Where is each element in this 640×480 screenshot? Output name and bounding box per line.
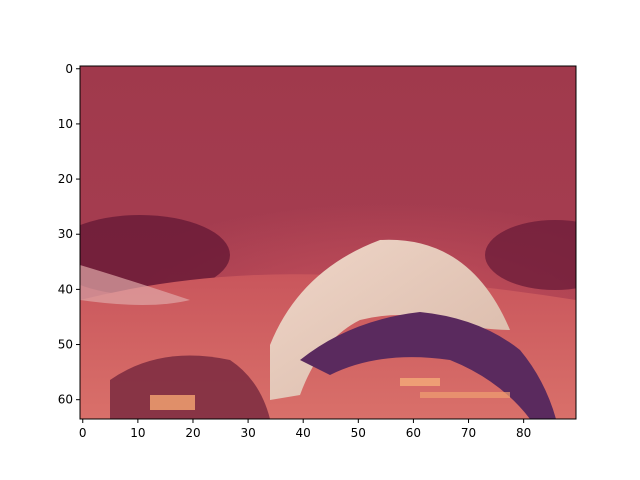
- y-tick-label: 60: [58, 393, 73, 407]
- x-tick-label: 20: [185, 426, 200, 440]
- left-light-streak: [80, 265, 190, 305]
- x-axis: 0 10 20 30 40 50 60 70 80: [79, 419, 531, 440]
- x-tick-label: 70: [461, 426, 476, 440]
- y-tick-label: 50: [58, 338, 73, 352]
- x-tick-label: 80: [516, 426, 531, 440]
- purple-band: [300, 312, 556, 419]
- y-tick-label: 0: [65, 62, 73, 76]
- x-tick-label: 10: [130, 426, 145, 440]
- right-shadow: [485, 220, 576, 290]
- x-tick-label: 60: [406, 426, 421, 440]
- x-tick-label: 50: [351, 426, 366, 440]
- light-highlight: [270, 239, 510, 400]
- orange-accent-3: [420, 392, 510, 398]
- y-tick-label: 20: [58, 172, 73, 186]
- y-tick-label: 30: [58, 227, 73, 241]
- axes-frame: [79, 65, 577, 420]
- left-shadow: [80, 215, 230, 295]
- x-tick-label: 0: [79, 426, 87, 440]
- x-tick-label: 40: [296, 426, 311, 440]
- heatmap-image: [80, 66, 576, 419]
- orange-accent-1: [150, 395, 195, 410]
- y-tick-label: 10: [58, 117, 73, 131]
- orange-accent-2: [400, 378, 440, 386]
- y-tick-label: 40: [58, 282, 73, 296]
- x-tick-label: 30: [240, 426, 255, 440]
- y-axis: 0 10 20 30 40 50 60: [58, 62, 80, 407]
